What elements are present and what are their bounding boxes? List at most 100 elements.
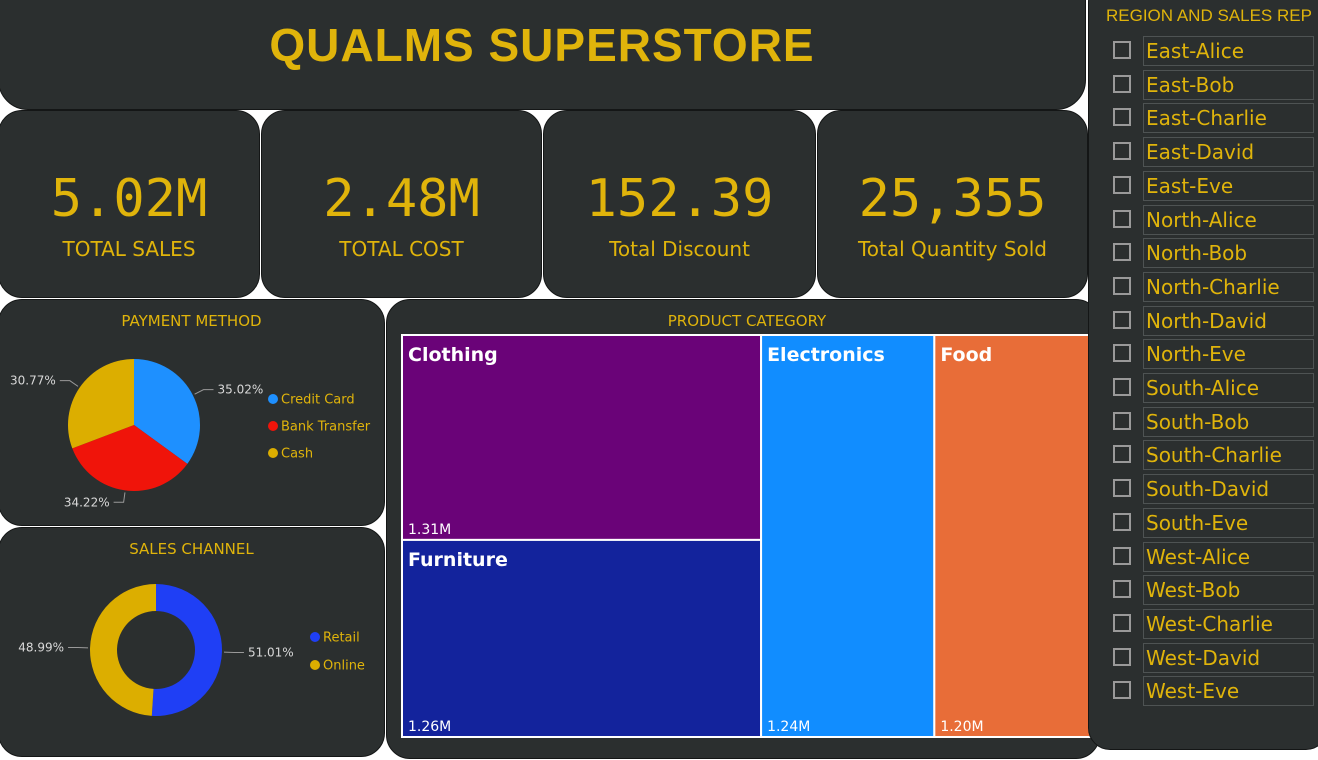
slicer-item-box[interactable]: West-Eve (1143, 676, 1314, 706)
slicer-item-box[interactable]: West-Bob (1143, 575, 1314, 605)
kpi-card-total-discount[interactable]: 152.39 Total Discount (543, 110, 816, 298)
slicer-item-label: North-Alice (1146, 208, 1257, 232)
slicer-item-east-alice[interactable]: East-Alice (1113, 36, 1313, 66)
data-label-online: 48.99% (18, 641, 64, 655)
kpi-card-total-cost[interactable]: 2.48M TOTAL COST (261, 110, 542, 298)
slicer-item-label: East-Charlie (1146, 106, 1267, 130)
checkbox[interactable] (1113, 614, 1131, 632)
kpi-card-total-sales[interactable]: 5.02M TOTAL SALES (0, 110, 260, 298)
slicer-item-label: West-Eve (1146, 679, 1239, 703)
slicer-item-label: South-Bob (1146, 410, 1249, 434)
slice-online[interactable] (90, 584, 156, 716)
kpi-label: Total Quantity Sold (818, 237, 1087, 261)
kpi-value: 5.02M (0, 169, 259, 229)
slicer-item-south-charlie[interactable]: South-Charlie (1113, 440, 1313, 470)
slicer-item-west-eve[interactable]: West-Eve (1113, 676, 1313, 706)
slicer-item-label: North-Eve (1146, 342, 1246, 366)
legend-marker-cash (268, 448, 278, 458)
checkbox[interactable] (1113, 277, 1131, 295)
slicer-item-box[interactable]: East-Alice (1143, 36, 1314, 66)
checkbox[interactable] (1113, 41, 1131, 59)
slicer-item-box[interactable]: East-Bob (1143, 70, 1314, 100)
slicer-item-south-david[interactable]: South-David (1113, 474, 1313, 504)
checkbox[interactable] (1113, 513, 1131, 531)
checkbox[interactable] (1113, 75, 1131, 93)
slicer-item-west-bob[interactable]: West-Bob (1113, 575, 1313, 605)
slicer-item-north-alice[interactable]: North-Alice (1113, 205, 1313, 235)
data-label-retail: 51.01% (248, 645, 294, 659)
payment-method-panel[interactable]: PAYMENT METHOD 35.02%34.22%30.77%Credit … (0, 299, 385, 526)
slicer-item-north-eve[interactable]: North-Eve (1113, 339, 1313, 369)
kpi-label: TOTAL COST (262, 237, 541, 261)
sales-channel-donut-chart[interactable]: 51.01% 48.99% Retail Online (0, 528, 386, 758)
slice-retail[interactable] (152, 584, 222, 716)
checkbox[interactable] (1113, 344, 1131, 362)
checkbox[interactable] (1113, 243, 1131, 261)
slicer-item-box[interactable]: South-David (1143, 474, 1314, 504)
checkbox[interactable] (1113, 176, 1131, 194)
checkbox[interactable] (1113, 108, 1131, 126)
legend-item-online[interactable]: Online (323, 659, 365, 674)
slicer-item-box[interactable]: West-Alice (1143, 542, 1314, 572)
slicer-item-box[interactable]: South-Bob (1143, 407, 1314, 437)
slicer-item-box[interactable]: West-David (1143, 643, 1314, 673)
slicer-item-south-bob[interactable]: South-Bob (1113, 407, 1313, 437)
slicer-item-label: East-Bob (1146, 73, 1234, 97)
slicer-item-box[interactable]: East-Eve (1143, 171, 1314, 201)
legend-item-credit-card[interactable]: Credit Card (281, 393, 355, 408)
slicer-item-south-alice[interactable]: South-Alice (1113, 373, 1313, 403)
slicer-item-east-eve[interactable]: East-Eve (1113, 171, 1313, 201)
slicer-item-box[interactable]: South-Eve (1143, 508, 1314, 538)
slicer-item-label: West-Alice (1146, 545, 1250, 569)
slicer-item-east-david[interactable]: East-David (1113, 137, 1313, 167)
slicer-item-box[interactable]: East-Charlie (1143, 103, 1314, 133)
slicer-item-east-charlie[interactable]: East-Charlie (1113, 103, 1313, 133)
tile-category-label: Clothing (408, 344, 498, 366)
slicer-item-box[interactable]: East-David (1143, 137, 1314, 167)
legend-item-retail[interactable]: Retail (323, 631, 360, 646)
slicer-item-box[interactable]: West-Charlie (1143, 609, 1314, 639)
checkbox[interactable] (1113, 311, 1131, 329)
slicer-item-label: East-Alice (1146, 39, 1244, 63)
checkbox[interactable] (1113, 142, 1131, 160)
slicer-item-east-bob[interactable]: East-Bob (1113, 70, 1313, 100)
checkbox[interactable] (1113, 210, 1131, 228)
slicer-item-box[interactable]: South-Charlie (1143, 440, 1314, 470)
legend-item-bank-transfer[interactable]: Bank Transfer (281, 420, 371, 435)
slicer-item-north-bob[interactable]: North-Bob (1113, 238, 1313, 268)
slicer-item-west-charlie[interactable]: West-Charlie (1113, 609, 1313, 639)
slicer-item-label: North-David (1146, 309, 1267, 333)
slicer-item-box[interactable]: North-David (1143, 306, 1314, 336)
checkbox[interactable] (1113, 378, 1131, 396)
checkbox[interactable] (1113, 580, 1131, 598)
slicer-item-box[interactable]: North-Alice (1143, 205, 1314, 235)
title-banner: QUALMS SUPERSTORE (0, 0, 1086, 110)
slicer-item-west-david[interactable]: West-David (1113, 643, 1313, 673)
slicer-item-west-alice[interactable]: West-Alice (1113, 542, 1313, 572)
checkbox[interactable] (1113, 412, 1131, 430)
slicer-item-north-david[interactable]: North-David (1113, 306, 1313, 336)
checkbox[interactable] (1113, 681, 1131, 699)
checkbox[interactable] (1113, 547, 1131, 565)
checkbox[interactable] (1113, 479, 1131, 497)
checkbox[interactable] (1113, 648, 1131, 666)
slicer-item-label: East-Eve (1146, 174, 1233, 198)
slicer-item-box[interactable]: North-Eve (1143, 339, 1314, 369)
slicer-item-box[interactable]: South-Alice (1143, 373, 1314, 403)
checkbox[interactable] (1113, 445, 1131, 463)
slicer-item-box[interactable]: North-Bob (1143, 238, 1314, 268)
product-category-treemap[interactable]: Clothing1.31MFurniture1.26MElectronics1.… (387, 300, 1101, 760)
legend-item-cash[interactable]: Cash (281, 447, 313, 462)
slicer-item-north-charlie[interactable]: North-Charlie (1113, 272, 1313, 302)
slicer-item-south-eve[interactable]: South-Eve (1113, 508, 1313, 538)
kpi-card-total-quantity[interactable]: 25,355 Total Quantity Sold (817, 110, 1088, 298)
slicer-item-box[interactable]: North-Charlie (1143, 272, 1314, 302)
